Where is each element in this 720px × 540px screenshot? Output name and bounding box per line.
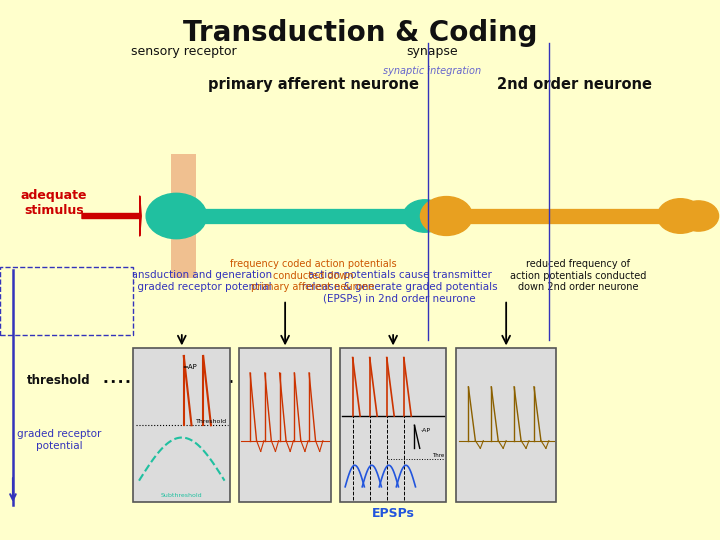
Text: threshold: threshold	[27, 374, 91, 387]
Circle shape	[146, 193, 207, 239]
Circle shape	[657, 199, 703, 233]
Text: Subthreshold: Subthreshold	[161, 492, 202, 497]
Circle shape	[403, 200, 446, 232]
Text: synapse: synapse	[406, 45, 458, 58]
Text: action potentials cause transmitter
release & generate graded potentials
(EPSPs): action potentials cause transmitter rele…	[302, 270, 498, 303]
FancyBboxPatch shape	[239, 348, 331, 502]
Text: -AP: -AP	[420, 428, 431, 433]
FancyBboxPatch shape	[171, 154, 196, 278]
Text: primary afferent neurone: primary afferent neurone	[207, 77, 419, 92]
FancyBboxPatch shape	[340, 348, 446, 502]
Text: transduction and generation
of graded receptor potential: transduction and generation of graded re…	[123, 270, 273, 292]
Text: generated
action potentials: generated action potentials	[15, 310, 103, 332]
FancyBboxPatch shape	[133, 348, 230, 502]
Text: 2nd order neurone: 2nd order neurone	[497, 77, 652, 92]
Text: EPSPs: EPSPs	[372, 507, 415, 519]
Text: graded receptor
potential: graded receptor potential	[17, 429, 102, 451]
FancyBboxPatch shape	[0, 267, 133, 335]
Text: reduced frequency of
action potentials conducted
down 2nd order neurone: reduced frequency of action potentials c…	[510, 259, 646, 292]
Circle shape	[678, 201, 719, 231]
Text: Thre: Thre	[432, 453, 444, 458]
Text: synaptic integration: synaptic integration	[383, 65, 481, 76]
Text: related to
stimulus intensity
and duration: related to stimulus intensity and durati…	[22, 285, 110, 318]
Text: =AP: =AP	[181, 364, 197, 370]
Text: sensory receptor: sensory receptor	[131, 45, 236, 58]
Circle shape	[420, 197, 472, 235]
Text: Threshold: Threshold	[196, 419, 227, 424]
FancyBboxPatch shape	[456, 348, 556, 502]
Text: Transduction & Coding: Transduction & Coding	[183, 19, 537, 47]
Text: frequency coded action potentials
conducted down
primary afferent neurone: frequency coded action potentials conduc…	[230, 259, 397, 292]
Text: adequate
stimulus: adequate stimulus	[21, 188, 87, 217]
